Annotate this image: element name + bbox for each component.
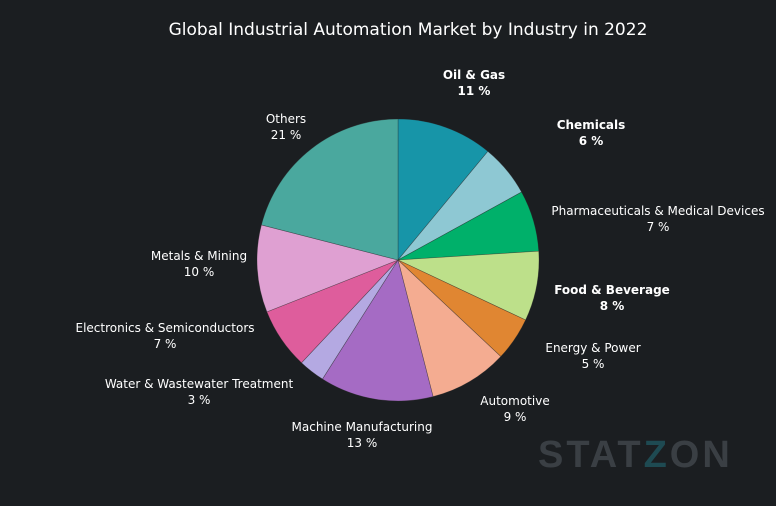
statzon-watermark-logo: STATZON [538, 434, 733, 476]
pie-slice-others [261, 118, 399, 261]
pie-slice-automotive [397, 259, 502, 397]
slice-label: Electronics & Semiconductors 7 % [75, 320, 254, 352]
slice-label: Chemicals 6 % [557, 117, 626, 149]
pie-slice-oil-gas [397, 118, 489, 261]
slice-label-name: Water & Wastewater Treatment [104, 377, 294, 391]
slice-label-name: Food & Beverage [554, 283, 670, 297]
slice-label: Oil & Gas 11 % [443, 67, 505, 99]
slice-label: Others 21 % [266, 111, 306, 143]
slice-label-value: 7 % [646, 220, 670, 234]
slice-label-name: Electronics & Semiconductors [75, 321, 255, 335]
slice-label-value: 21 % [270, 128, 302, 142]
slice-label-name: Machine Manufacturing [291, 420, 433, 434]
slice-label-value: 5 % [581, 357, 605, 371]
slice-label-name: Others [265, 112, 307, 126]
slice-label-value: 7 % [153, 337, 177, 351]
slice-label-name: Metals & Mining [150, 249, 248, 263]
slice-label: Pharmaceuticals & Medical Devices 7 % [551, 203, 764, 235]
slice-label: Metals & Mining 10 % [151, 248, 247, 280]
slice-label-value: 3 % [187, 393, 211, 407]
slice-label-value: 10 % [183, 265, 215, 279]
chart-title: Global Industrial Automation Market by I… [168, 20, 648, 40]
slice-label-name: Pharmaceuticals & Medical Devices [551, 204, 765, 218]
slice-label-value: 6 % [578, 134, 604, 148]
slice-label-value: 9 % [503, 410, 527, 424]
slice-label: Automotive 9 % [480, 393, 549, 425]
slice-label-value: 11 % [457, 84, 491, 98]
slice-label-name: Energy & Power [545, 341, 641, 355]
slice-label-value: 8 % [599, 299, 625, 313]
pie-slice-metals-mining [256, 224, 399, 313]
slice-label-name: Automotive [480, 394, 550, 408]
slice-label: Water & Wastewater Treatment 3 % [105, 376, 293, 408]
slice-label-name: Oil & Gas [442, 68, 506, 82]
slice-label: Machine Manufacturing 13 % [292, 419, 433, 451]
slice-label: Energy & Power 5 % [545, 340, 640, 372]
slice-label-value: 13 % [346, 436, 378, 450]
slice-label-name: Chemicals [556, 118, 626, 132]
pie-slice-machine-manufacturing [322, 259, 434, 402]
slice-label: Food & Beverage 8 % [554, 282, 670, 314]
